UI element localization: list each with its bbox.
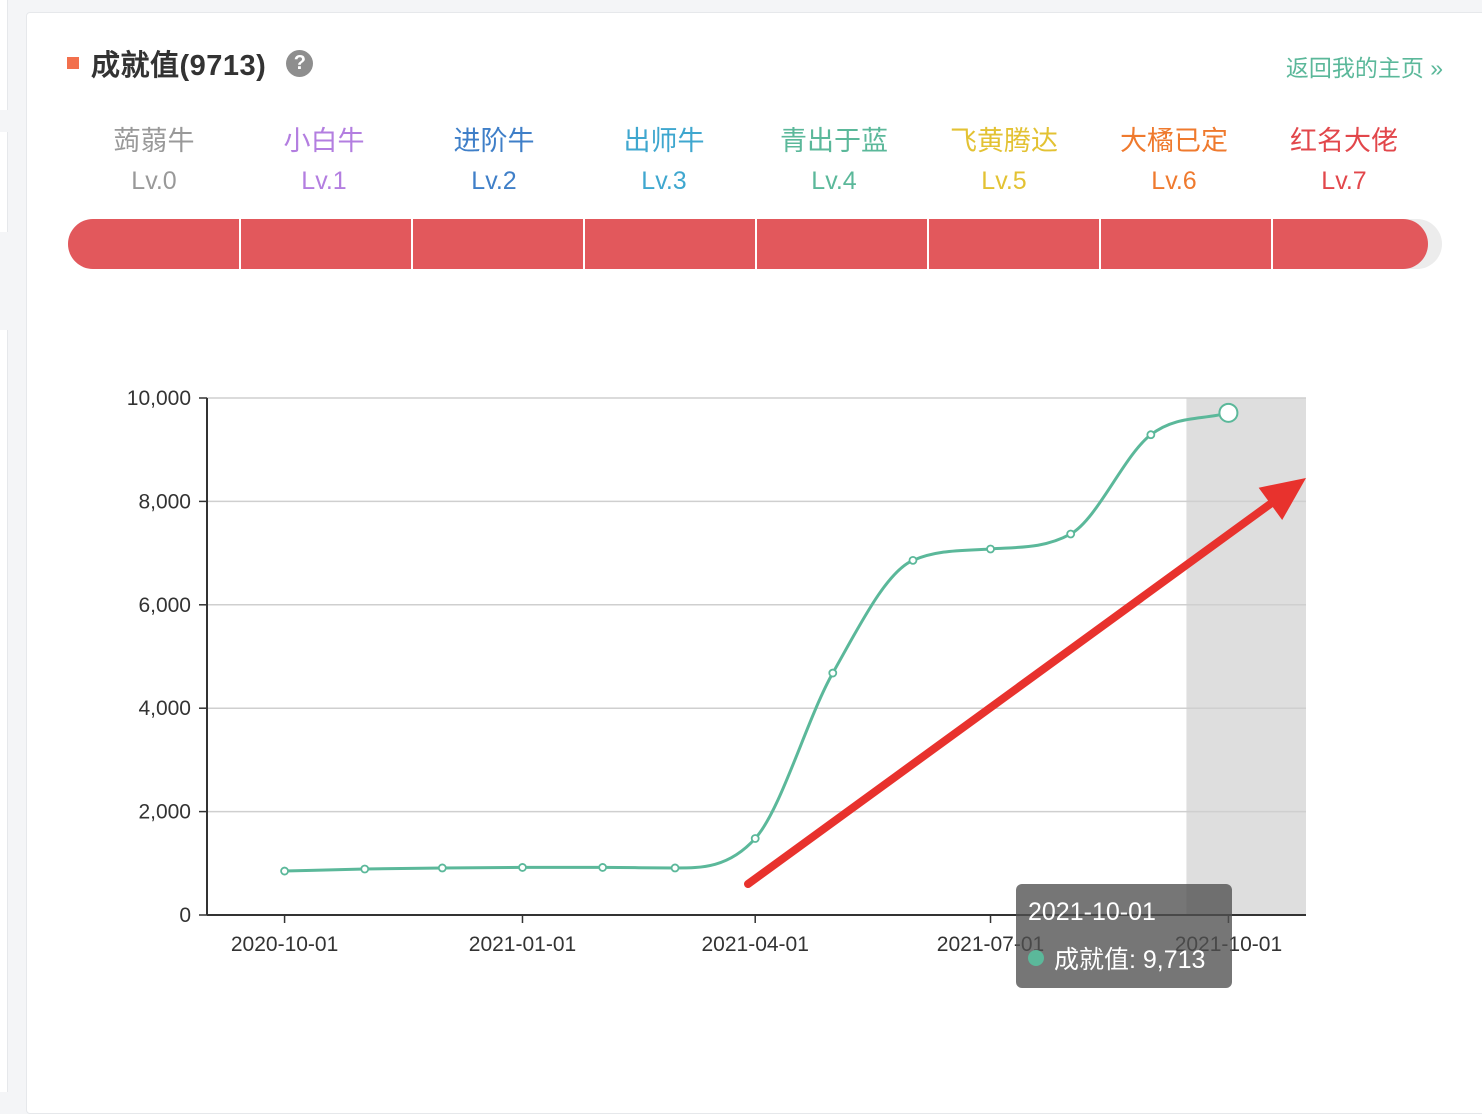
y-tick-label: 8,000: [138, 490, 191, 513]
y-tick-label: 6,000: [138, 594, 191, 617]
level-name: 飞黄腾达: [950, 126, 1058, 156]
left-panel-edge: [0, 330, 8, 1092]
level-item: 青出于蓝 Lv.4: [749, 121, 919, 201]
level-name: 青出于蓝: [780, 126, 888, 156]
progress-segment-divider: [239, 219, 241, 269]
data-point: [908, 555, 918, 565]
annotation-arrow-shaft: [744, 499, 1275, 888]
progress-segment-divider: [583, 219, 585, 269]
progress-segment-divider: [755, 219, 757, 269]
level-item: 进阶牛 Lv.2: [409, 121, 579, 201]
level-code: Lv.2: [471, 167, 517, 195]
title-marker: [67, 57, 79, 69]
data-point: [437, 863, 447, 873]
highlight-band: [1186, 398, 1306, 915]
data-point: [750, 834, 760, 843]
data-point: [280, 866, 289, 876]
question-icon[interactable]: ?: [286, 49, 314, 77]
level-code: Lv.7: [1321, 167, 1367, 195]
level-item: 小白牛 Lv.1: [239, 121, 409, 201]
page-title: 成就值(9713): [91, 50, 267, 82]
x-tick-label: 2020-10-01: [231, 933, 338, 956]
level-code: Lv.1: [301, 167, 347, 195]
progress-fill: [68, 219, 1428, 269]
level-name: 蒟蒻牛: [113, 126, 195, 156]
level-code: Lv.0: [131, 167, 177, 195]
card-header: 成就值(9713) ?: [67, 43, 314, 83]
level-name: 出师牛: [623, 126, 705, 156]
annotation-arrow-head: [1258, 478, 1306, 521]
level-name: 大橘已定: [1120, 126, 1228, 156]
level-item: 飞黄腾达 Lv.5: [919, 121, 1089, 201]
data-point: [518, 863, 527, 872]
data-point: [1218, 402, 1239, 423]
data-point: [360, 864, 370, 874]
data-point: [598, 863, 608, 872]
level-item: 出师牛 Lv.3: [579, 121, 749, 201]
level-code: Lv.3: [641, 167, 687, 195]
progress-segment-divider: [1271, 219, 1273, 269]
series-dot-icon: [1028, 950, 1044, 966]
progress-segment-divider: [411, 219, 413, 269]
x-tick-label: 2021-04-01: [701, 933, 808, 956]
left-panel-edge: [0, 0, 8, 110]
data-point: [828, 668, 838, 678]
progress-bar: [68, 219, 1442, 269]
progress-segment-divider: [927, 219, 929, 269]
tooltip-row: 成就值: 9,713: [1028, 940, 1205, 976]
data-point: [1066, 529, 1076, 539]
left-panel-edge: [0, 132, 8, 232]
progress-segment-divider: [1099, 219, 1101, 269]
y-tick-label: 0: [179, 904, 191, 927]
y-tick-label: 2,000: [138, 801, 191, 824]
chart-tooltip: 2021-10-01 成就值: 9,713: [1016, 884, 1232, 988]
level-item: 红名大佬 Lv.7: [1259, 121, 1429, 201]
level-code: Lv.4: [811, 167, 857, 195]
y-tick-label: 10,000: [127, 387, 191, 410]
level-name: 进阶牛: [453, 126, 535, 156]
level-list: 蒟蒻牛 Lv.0 小白牛 Lv.1 进阶牛 Lv.2 出师牛 Lv.3 青出于蓝 Lv.4 飞黄腾达…: [69, 121, 1429, 201]
level-item: 蒟蒻牛 Lv.0: [69, 121, 239, 201]
level-name: 红名大佬: [1290, 126, 1398, 156]
tooltip-value: 成就值: 9,713: [1054, 946, 1206, 974]
back-to-home-link[interactable]: 返回我的主页 »: [1285, 55, 1443, 81]
tooltip-date: 2021-10-01: [1028, 898, 1156, 926]
data-point: [670, 863, 680, 873]
y-tick-label: 4,000: [138, 697, 191, 720]
x-tick-label: 2021-01-01: [469, 933, 576, 956]
level-item: 大橘已定 Lv.6: [1089, 121, 1259, 201]
data-point: [986, 544, 995, 554]
data-point: [1146, 430, 1156, 440]
level-code: Lv.6: [1151, 167, 1197, 195]
level-name: 小白牛: [283, 126, 365, 156]
level-code: Lv.5: [981, 167, 1027, 195]
series-line: [284, 411, 1229, 873]
